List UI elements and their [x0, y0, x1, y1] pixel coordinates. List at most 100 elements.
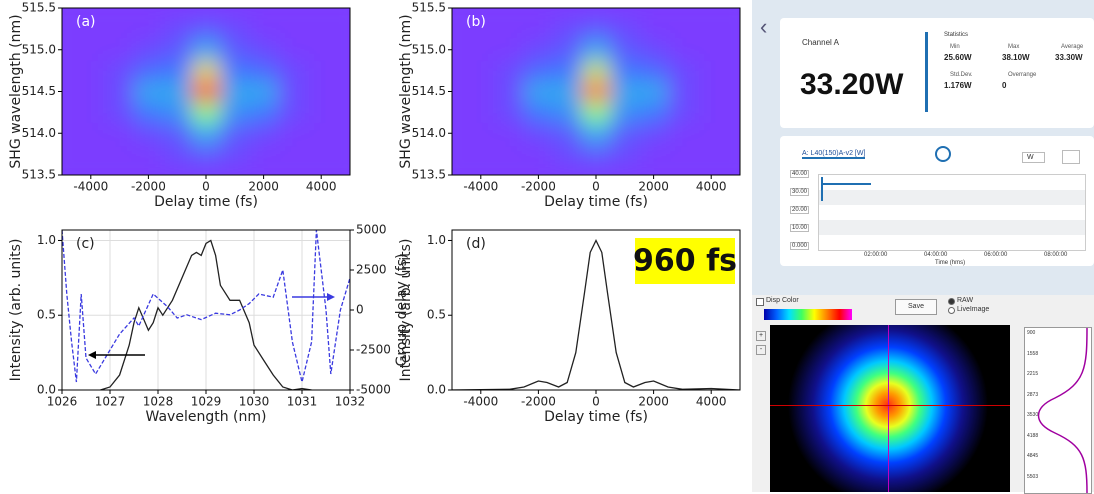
- mode-label: LiveImage: [957, 306, 990, 313]
- heatmap-cell: [725, 8, 740, 19]
- trend-line: [821, 183, 871, 185]
- heatmap-cell: [134, 60, 164, 82]
- heatmap-cell: [524, 81, 554, 103]
- x-tick-label: 1031: [287, 395, 318, 409]
- heatmap-cell: [581, 164, 611, 175]
- y-tick-label: 515.5: [412, 1, 446, 15]
- heatmap-cell: [335, 39, 350, 61]
- heatmap-cell: [162, 8, 193, 19]
- x-tick-label: -4000: [463, 180, 498, 194]
- heatmap-cell: [76, 8, 106, 19]
- x-tick-label: 2000: [638, 395, 669, 409]
- y-axis-label: Intensity (arb. units): [398, 239, 414, 382]
- heatmap-cell: [191, 101, 221, 124]
- back-button[interactable]: ‹: [760, 14, 768, 39]
- heatmap-cell: [466, 101, 496, 124]
- heatmap-cell: [191, 81, 221, 103]
- heatmap-cell: [220, 101, 250, 124]
- unit-select[interactable]: W: [1022, 152, 1045, 163]
- reading: 33.20W: [800, 68, 904, 101]
- heatmap-cell: [62, 8, 77, 19]
- heatmap-cell: [639, 122, 669, 145]
- pause-button[interactable]: [935, 146, 951, 162]
- heatmap-cell: [725, 81, 740, 103]
- heatmap-cell: [581, 122, 611, 145]
- heatmap-cell: [552, 60, 583, 82]
- y-tick-label: 0.0: [427, 383, 446, 397]
- heatmap-cell: [495, 164, 525, 175]
- mode-radio[interactable]: [948, 298, 955, 305]
- y-tick-label: 513.5: [22, 168, 56, 182]
- crosshair-h: [770, 405, 1010, 406]
- profile-curve: [1037, 328, 1088, 493]
- heatmap-cell: [278, 18, 308, 40]
- heatmap-cell: [162, 101, 193, 124]
- y-label: 20.00: [790, 206, 810, 214]
- heatmap-cell: [162, 39, 193, 61]
- heatmap-cell: [581, 8, 611, 19]
- x-axis-label: Delay time (fs): [544, 194, 648, 210]
- heatmap-cell: [134, 39, 164, 61]
- x-label: 04:00:00: [924, 252, 948, 258]
- heatmap-cell: [639, 101, 669, 124]
- heatmap-cell: [452, 81, 467, 103]
- y2-tick-label: -2500: [356, 343, 391, 357]
- y2-axis-label: Group delay (fs): [394, 254, 410, 367]
- heatmap-cell: [696, 60, 727, 82]
- disp-color: Disp Color: [766, 297, 799, 304]
- heatmap-cell: [220, 60, 250, 82]
- scale-label: 3530: [1027, 412, 1039, 418]
- heatmap-cell: [524, 8, 554, 19]
- heatmap-cell: [62, 81, 77, 103]
- heatmap-cell: [278, 122, 308, 145]
- heatmap-cell: [220, 164, 250, 175]
- heatmap-cell: [335, 81, 350, 103]
- trend-plot: [818, 174, 1086, 251]
- panel-label: (d): [466, 236, 486, 252]
- x-tick-label: 2000: [248, 180, 279, 194]
- heatmap-cell: [495, 8, 525, 19]
- heatmap-cell: [466, 164, 496, 175]
- y-axis-label: Intensity (arb. units): [8, 239, 24, 382]
- y-label: 0.000: [790, 242, 810, 250]
- mode-radio[interactable]: [948, 307, 955, 314]
- stat-label: Max: [1008, 44, 1020, 50]
- heatmap-cell: [581, 101, 611, 124]
- x-title: Time (hms): [935, 260, 966, 266]
- heatmap-cell: [639, 18, 669, 40]
- heatmap-cell: [249, 60, 279, 82]
- heatmap-cell: [466, 81, 496, 103]
- heatmap-cell: [552, 164, 583, 175]
- heatmap-cell: [134, 164, 164, 175]
- heatmap-cell: [452, 60, 467, 82]
- beam-image: [770, 325, 1010, 492]
- heatmap-cell: [696, 143, 727, 166]
- series-line: [100, 239, 312, 390]
- heatmap-cells: [62, 8, 350, 175]
- zoom-out[interactable]: -: [756, 345, 766, 355]
- heatmap-cell: [249, 18, 279, 40]
- heatmap-cell: [162, 143, 193, 166]
- zoom-in[interactable]: +: [756, 331, 766, 341]
- heatmap-cell: [162, 122, 193, 145]
- heatmap-cell: [105, 8, 135, 19]
- heatmap-cell: [452, 164, 467, 175]
- x-label: 02:00:00: [864, 252, 888, 258]
- heatmap-cell: [62, 18, 77, 40]
- channel: Channel A: [802, 38, 839, 47]
- heatmap-cell: [452, 143, 467, 166]
- y-tick-label: 514.0: [412, 126, 446, 140]
- profile-panel: 900 1558 2215 2873 3530 4188 4845 5503: [1024, 327, 1092, 494]
- heatmap-cell: [76, 60, 106, 82]
- x-tick-label: 1030: [239, 395, 270, 409]
- save-button[interactable]: Save: [895, 299, 937, 315]
- annotation: 960 fs: [633, 244, 737, 279]
- disp-color-check[interactable]: [756, 298, 764, 306]
- heatmap-cell: [696, 122, 727, 145]
- x-tick-label: -4000: [73, 180, 108, 194]
- heatmap-cell: [191, 122, 221, 145]
- heatmap-cell: [668, 143, 698, 166]
- heatmap-cell: [552, 101, 583, 124]
- heatmap-cell: [105, 60, 135, 82]
- chart-menu[interactable]: [1062, 150, 1080, 164]
